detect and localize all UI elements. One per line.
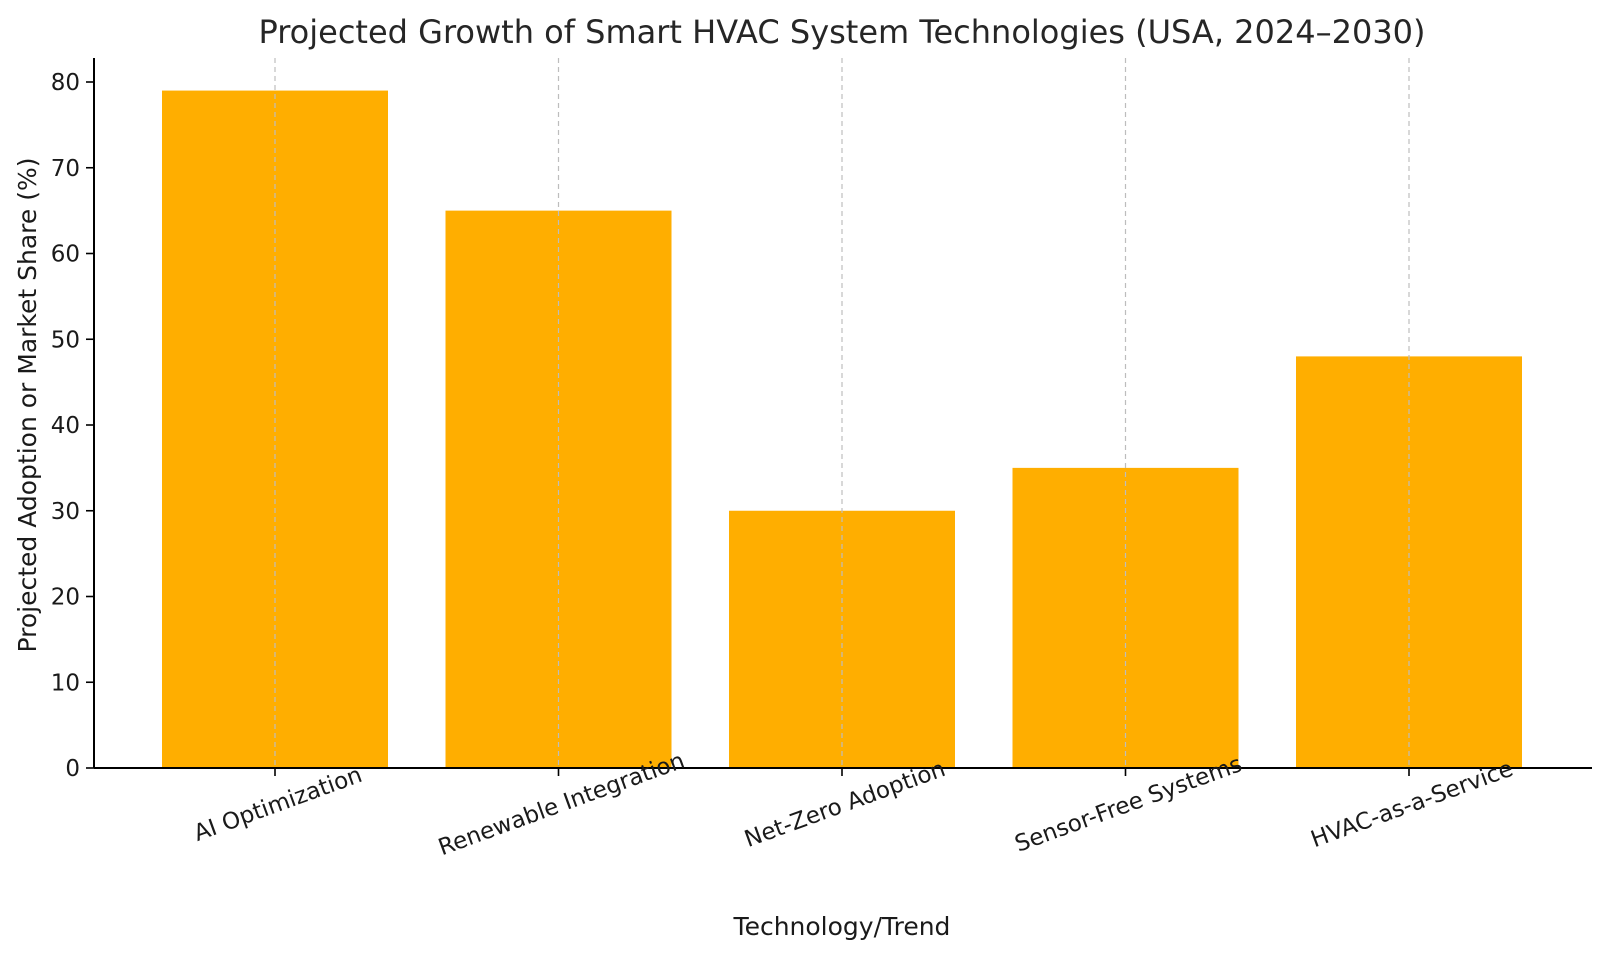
y-tick-label: 30 (51, 499, 80, 525)
x-tick-label: AI Optimization (190, 762, 365, 847)
grid-lines-overlay (274, 58, 1410, 768)
y-tick-label: 50 (51, 327, 80, 353)
y-axis-label: Projected Adoption or Market Share (%) (13, 157, 42, 652)
x-axis-label: Technology/Trend (733, 912, 951, 941)
bar-2 (729, 510, 955, 768)
y-tick-label: 10 (51, 670, 80, 696)
y-tick-label: 40 (51, 413, 80, 439)
y-axis-ticks: 0 10 20 30 40 50 60 70 80 (51, 70, 94, 782)
y-tick-label: 60 (51, 242, 80, 268)
y-tick-label: 80 (51, 70, 80, 96)
x-tick-label: Net-Zero Adoption (741, 756, 949, 853)
y-tick-label: 0 (65, 756, 80, 782)
chart-title: Projected Growth of Smart HVAC System Te… (258, 13, 1425, 51)
y-tick-label: 70 (51, 156, 80, 182)
y-tick-label: 20 (51, 585, 80, 611)
x-tick-label: HVAC-as-a-Service (1308, 756, 1517, 853)
